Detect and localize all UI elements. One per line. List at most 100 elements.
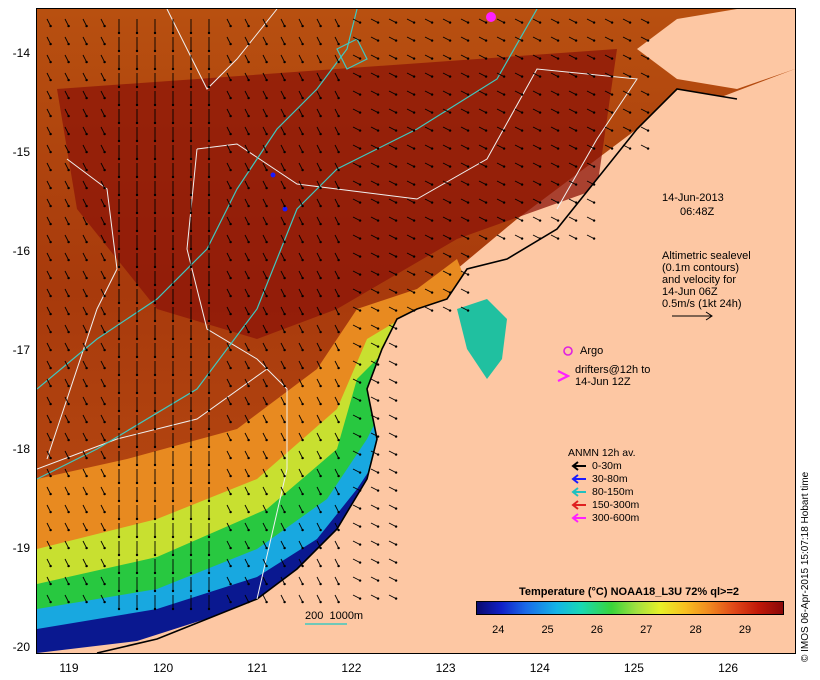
velocity-arrow [244,486,250,495]
velocity-arrow [604,126,613,132]
velocity-arrow-head [301,582,304,586]
velocity-arrow [316,108,322,117]
velocity-arrow [586,90,595,96]
velocity-arrow-head [358,165,362,168]
king-sound-water [457,299,507,379]
velocity-arrow-head [319,96,322,100]
velocity-arrow [244,576,250,585]
velocity-arrow [262,198,268,207]
velocity-arrow-head [394,147,398,150]
velocity-arrow [100,180,106,189]
velocity-arrow [226,216,232,225]
velocity-arrow-head [103,420,106,424]
velocity-arrow [442,270,451,276]
velocity-arrow-head [502,93,506,96]
velocity-arrow [334,468,340,477]
velocity-arrow [82,450,88,459]
velocity-arrow-head [135,607,139,611]
velocity-arrow-head [466,201,470,204]
velocity-arrow-head [153,373,157,377]
velocity-arrow [352,432,361,438]
velocity-arrow [226,594,232,603]
velocity-arrow-head [301,330,304,334]
velocity-arrow [100,198,106,207]
velocity-arrow-head [229,78,232,82]
drifter-marker [486,12,496,22]
velocity-arrow-head [265,168,268,172]
northeast-land [637,9,795,89]
velocity-arrow-head [337,96,340,100]
velocity-arrow [100,216,106,225]
velocity-arrow [460,252,469,258]
velocity-arrow-head [376,111,380,114]
velocity-arrow-head [430,201,434,204]
velocity-arrow-head [135,103,139,107]
velocity-arrow [550,198,559,204]
velocity-arrow-head [265,114,268,118]
velocity-arrow [622,18,631,24]
velocity-arrow-head [337,222,340,226]
velocity-arrow [442,90,451,96]
velocity-arrow-head [85,78,88,82]
velocity-arrow-head [229,60,232,64]
velocity-arrow-head [448,75,452,78]
velocity-arrow [64,90,70,99]
velocity-arrow-head [85,294,88,298]
velocity-arrow-head [103,24,106,28]
velocity-arrow-head [430,129,434,132]
velocity-arrow-head [283,474,286,478]
velocity-arrow-head [135,481,139,485]
velocity-arrow [370,576,379,582]
velocity-arrow-head [85,438,88,442]
velocity-arrow [298,468,304,477]
velocity-arrow-head [265,312,268,316]
velocity-arrow [406,306,415,312]
velocity-arrow [280,468,286,477]
velocity-arrow [226,378,232,387]
velocity-arrow [568,234,577,240]
velocity-arrow-head [103,204,106,208]
velocity-arrow [442,306,451,312]
velocity-arrow-head [67,96,70,100]
velocity-arrow-head [67,456,70,460]
velocity-arrow-head [49,114,52,118]
velocity-arrow [334,234,340,243]
velocity-arrow-head [337,276,340,280]
velocity-arrow-head [301,276,304,280]
velocity-arrow-head [538,219,542,222]
velocity-arrow [262,324,268,333]
velocity-arrow [388,252,397,258]
velocity-arrow-head [283,330,286,334]
velocity-arrow-head [49,276,52,280]
velocity-arrow [82,558,88,567]
velocity-arrow-head [85,348,88,352]
velocity-arrow-head [171,265,175,269]
velocity-arrow [64,324,70,333]
velocity-arrow [622,90,631,96]
velocity-arrow [100,486,106,495]
velocity-arrow-head [189,535,193,539]
velocity-arrow [622,72,631,78]
velocity-arrow-head [430,75,434,78]
velocity-arrow [514,72,523,78]
velocity-arrow-head [283,24,286,28]
velocity-arrow-head [358,363,362,366]
velocity-arrow-head [394,417,398,420]
velocity-arrow [442,234,451,240]
velocity-arrow [514,18,523,24]
velocity-arrow-head [189,49,193,53]
velocity-arrow-head [85,564,88,568]
velocity-arrow [64,576,70,585]
velocity-arrow [64,180,70,189]
velocity-arrow-head [265,456,268,460]
velocity-arrow-head [301,132,304,136]
velocity-arrow [388,558,397,564]
sealevel-contour [37,368,268,470]
velocity-arrow-head [466,39,470,42]
velocity-arrow-head [301,420,304,424]
velocity-arrow-head [135,247,139,251]
velocity-arrow-head [283,204,286,208]
velocity-arrow-head [358,399,362,402]
velocity-arrow-head [430,183,434,186]
velocity-arrow [64,18,70,27]
